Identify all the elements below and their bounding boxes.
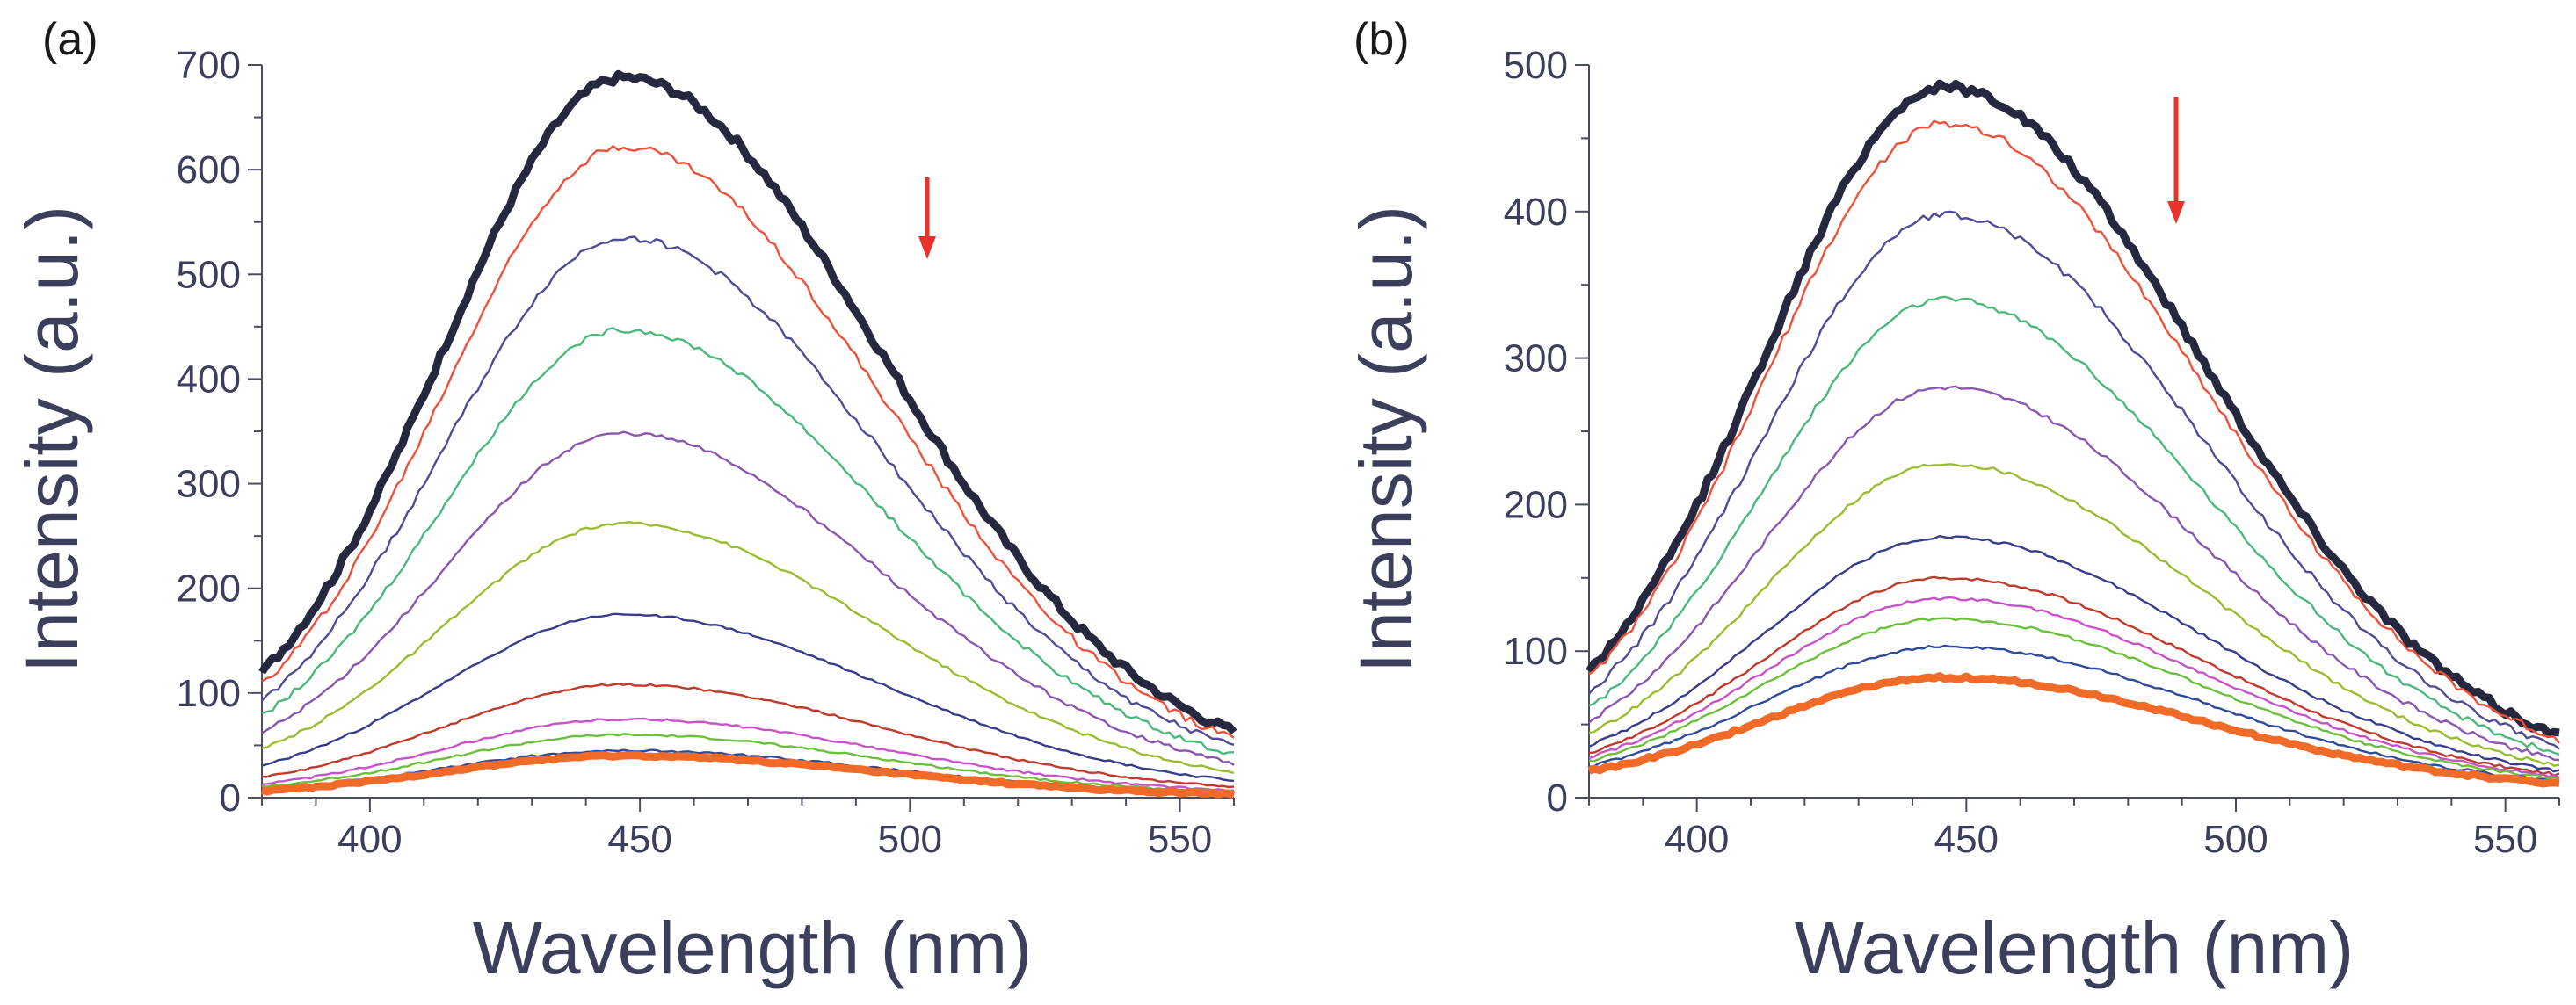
panel-a-series-9-line: [261, 733, 1235, 793]
panel-a-arrow-head: [918, 236, 936, 259]
panel-b-decrease-arrow: [2167, 97, 2185, 224]
panel-b-series-4-line: [1588, 385, 2560, 762]
panel-a-x-tick-label: 450: [607, 818, 671, 861]
panel-b-series-11-line: [1587, 672, 2560, 788]
panel-b-series-0-line: [1586, 79, 2560, 739]
panel-b-x-tick-label: 400: [1665, 818, 1729, 861]
panel-a-y-tick-label: 400: [177, 358, 241, 401]
panel-b-y-tick-label: 300: [1504, 337, 1568, 380]
panel-b-label: (b): [1353, 14, 1410, 65]
panel-a-series-3-line: [261, 327, 1235, 756]
panel-a-series-2-line: [261, 235, 1235, 746]
panel-a-y-tick-label: 300: [177, 463, 241, 506]
panel-a-series-8-line: [261, 717, 1235, 792]
panel-a-x-tick-label: 550: [1148, 818, 1212, 861]
panel-b-series-3-line: [1588, 295, 2560, 756]
panel-b-series-1-line: [1588, 119, 2560, 744]
panel-a-y-tick-label: 200: [177, 568, 241, 611]
panel-a-plot-area: 0 100 200 300 400 500 600 700 400 450 500 550: [177, 44, 1237, 861]
panel-b-y-tick-label: 100: [1504, 630, 1568, 673]
panel-a-series-0-line: [258, 69, 1237, 735]
panel-b-series-5-line: [1588, 463, 2560, 767]
panel-a-y-axis-title: Intensity (a.u.): [11, 206, 93, 673]
panel-a-decrease-arrow: [918, 177, 936, 259]
panel-a-label: (a): [42, 14, 98, 65]
panel-b: (b) Intensity (a.u.) Wavelength (nm) 0 10…: [1345, 14, 2560, 989]
panel-b-x-tick-label: 450: [1934, 818, 1999, 861]
panel-b-series-9-line: [1588, 617, 2560, 781]
panel-a-y-tick-label: 100: [177, 672, 241, 715]
panel-a-x-tick-label: 400: [337, 818, 402, 861]
panel-a: (a) Intensity (a.u.) Wavelength (nm) 0 10…: [11, 14, 1237, 989]
panel-b-y-tick-label: 200: [1504, 483, 1568, 526]
panel-a-y-tick-label: 700: [177, 44, 241, 87]
panel-b-series-7-line: [1588, 575, 2560, 777]
panel-b-x-tick-label: 550: [2473, 818, 2537, 861]
panel-b-y-tick-label: 500: [1504, 44, 1568, 87]
panel-b-series-8-line: [1588, 596, 2560, 779]
panel-a-series-6-line: [261, 612, 1235, 783]
panel-b-y-tick-label: 400: [1504, 191, 1568, 234]
panel-a-series-11-line: [260, 751, 1236, 799]
panel-b-x-axis-title: Wavelength (nm): [1795, 907, 2354, 989]
panel-b-x-tick-label: 500: [2203, 818, 2268, 861]
panel-a-x-tick-label: 500: [878, 818, 942, 861]
panel-a-x-axis-title: Wavelength (nm): [473, 907, 1032, 989]
panel-b-arrow-head: [2167, 201, 2185, 224]
panel-a-y-tick-label: 500: [177, 253, 241, 296]
panel-b-series-10-line: [1588, 644, 2560, 783]
panel-b-plot-area: 0 100 200 300 400 500 400 450 500 550: [1504, 44, 2560, 861]
panel-a-series-1-line: [261, 145, 1235, 739]
panel-a-y-tick-label: 0: [220, 777, 241, 820]
panel-a-series-7-line: [261, 683, 1235, 789]
panel-a-y-tick-label: 600: [177, 148, 241, 192]
panel-b-series-2-line: [1588, 210, 2560, 750]
panel-a-series-5-line: [261, 521, 1235, 775]
panel-b-y-axis-title: Intensity (a.u.): [1345, 206, 1427, 673]
panel-b-series-6-line: [1588, 535, 2560, 773]
panel-a-series-4-line: [261, 430, 1235, 766]
panel-b-y-tick-label: 0: [1547, 777, 1568, 820]
